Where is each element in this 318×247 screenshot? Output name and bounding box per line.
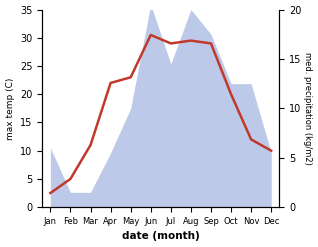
Y-axis label: max temp (C): max temp (C) [5,77,15,140]
X-axis label: date (month): date (month) [122,231,200,242]
Y-axis label: med. precipitation (kg/m2): med. precipitation (kg/m2) [303,52,313,165]
